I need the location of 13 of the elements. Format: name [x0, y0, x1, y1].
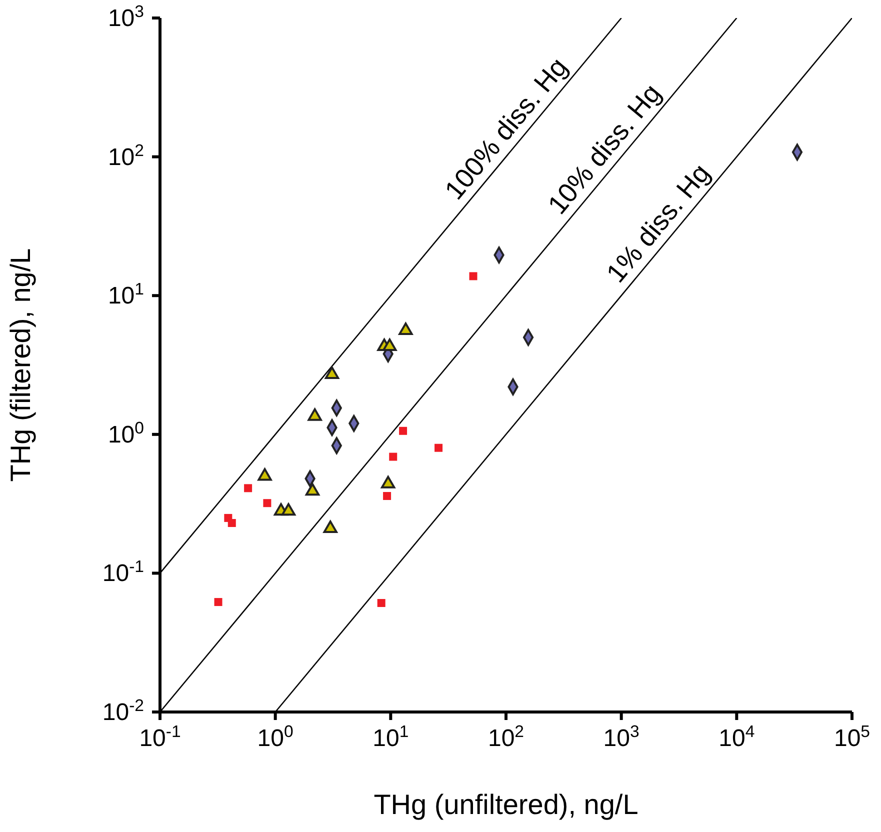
x-tick-label: 10$^{1}$ [372, 722, 409, 752]
y-axis-title: THg (filtered), ng/L [4, 248, 36, 482]
x-tick-label: 10$^{2}$ [488, 722, 524, 752]
y-tick-label: 10$^{1}$ [108, 279, 144, 310]
y-tick-label: 10$^{0}$ [108, 418, 144, 448]
y-tick-label: 10$^{-1}$ [102, 556, 144, 588]
x-tick-label: 10$^{4}$ [718, 722, 755, 752]
x-tick-label: 10$^{5}$ [834, 722, 870, 752]
x-tick-label: 10$^{3}$ [603, 722, 640, 752]
x-axis-title: THg (unfiltered), ng/L [374, 789, 638, 820]
y-tick-label: 10$^{3}$ [108, 2, 144, 32]
y-tick-label: 10$^{2}$ [108, 140, 144, 171]
x-tick-label: 10$^{0}$ [257, 722, 294, 752]
